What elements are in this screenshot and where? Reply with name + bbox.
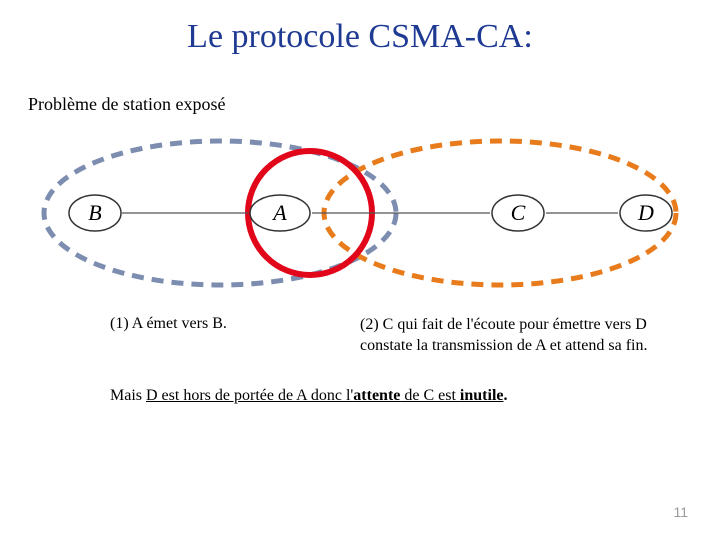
- node-C: C: [492, 195, 544, 231]
- node-B: B: [69, 195, 121, 231]
- conclusion: Mais D est hors de portée de A donc l'at…: [0, 357, 720, 405]
- conclusion-p2: D est hors de portée de A donc l': [146, 387, 353, 404]
- caption-2: (2) C qui fait de l'écoute pour émettre …: [360, 315, 670, 357]
- conclusion-p3: attente: [353, 387, 400, 404]
- node-label-C: C: [511, 200, 526, 225]
- conclusion-p6: .: [503, 387, 507, 404]
- exposed-station-diagram: BACD: [30, 123, 690, 303]
- node-D: D: [620, 195, 672, 231]
- node-label-D: D: [637, 200, 654, 225]
- page-number: 11: [673, 504, 688, 520]
- captions-row: (1) A émet vers B. (2) C qui fait de l'é…: [0, 303, 720, 357]
- subtitle: Problème de station exposé: [0, 56, 720, 123]
- caption-1: (1) A émet vers B.: [110, 315, 360, 357]
- conclusion-p4: de C est: [400, 387, 460, 404]
- node-label-B: B: [88, 200, 101, 225]
- conclusion-p1: Mais: [110, 387, 146, 404]
- node-label-A: A: [271, 200, 287, 225]
- node-A: A: [250, 195, 310, 231]
- conclusion-p5: inutile: [460, 387, 504, 404]
- diagram-svg: BACD: [30, 123, 690, 303]
- page-title: Le protocole CSMA-CA:: [0, 0, 720, 56]
